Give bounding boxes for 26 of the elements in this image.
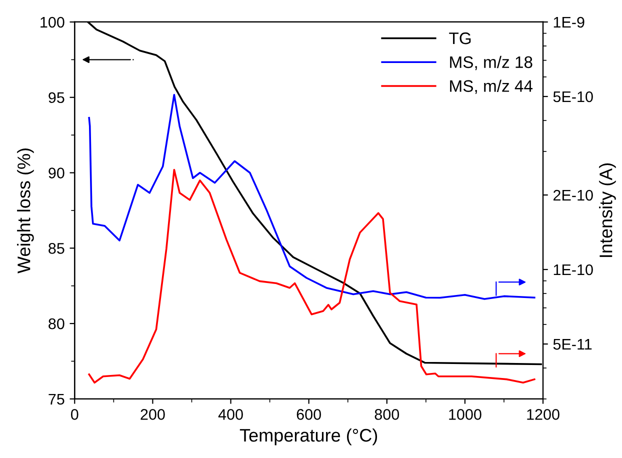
x-tick-label: 800	[374, 409, 400, 420]
y2-tick-label: 1E-9	[554, 16, 584, 28]
x-tick-label: 1200	[527, 409, 560, 420]
y-tick-label: 95	[48, 92, 64, 104]
legend-label: TG	[449, 32, 471, 44]
y2-tick-label: 5E-11	[553, 339, 592, 350]
legend-label: MS, m/z 44	[450, 80, 533, 94]
y2-tick-label: 1E-10	[554, 264, 593, 276]
y-tick-label: 90	[48, 168, 64, 178]
y-tick-label: 100	[40, 16, 64, 28]
y2-tick-label: 2E-10	[553, 190, 593, 201]
line-series	[88, 168, 536, 384]
y2-tick-label: 5E-10	[553, 91, 593, 102]
legend-label: MS, m/z 18	[450, 56, 532, 70]
y-tick-label: 85	[48, 243, 64, 254]
y2-axis-title: Intensity (A)	[599, 163, 616, 257]
x-tick-label: 400	[218, 409, 243, 420]
y-tick-label: 80	[48, 318, 64, 330]
x-axis-title: Temperature (°C)	[240, 428, 378, 446]
line-series	[88, 94, 536, 300]
x-tick-label: 600	[296, 409, 321, 420]
x-tick-label: 1000	[449, 409, 482, 420]
x-tick-label: 200	[140, 409, 165, 420]
x-tick-label: 0	[70, 409, 78, 420]
y-axis-title: Weight loss (%)	[17, 148, 34, 274]
y-tick-label: 75	[48, 394, 64, 405]
